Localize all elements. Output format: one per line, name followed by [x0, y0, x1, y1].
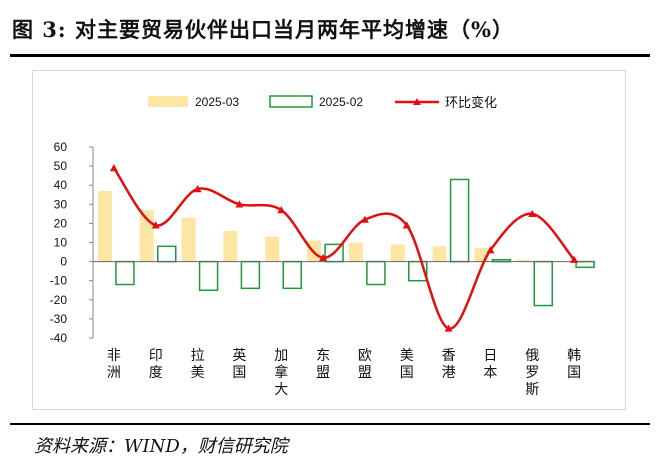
x-category-label: 斯 [525, 382, 539, 398]
bar-2025-03 [97, 190, 112, 262]
chart: 6050403020100-10-20-30-40非洲印度拉美英国加拿大东盟欧盟… [50, 95, 595, 398]
title-rule [10, 54, 650, 57]
y-tick-label: 0 [60, 255, 67, 269]
x-category-label: 盟 [316, 365, 330, 381]
y-tick-label: 10 [54, 236, 68, 250]
y-tick-label: -30 [50, 312, 68, 326]
x-category-label: 洲 [107, 365, 121, 381]
x-category-label: 香 [442, 348, 456, 364]
source-rule [10, 423, 650, 425]
x-category-label: 俄 [525, 348, 539, 364]
bar-2025-03 [181, 217, 196, 262]
line-marker [360, 215, 369, 223]
line-marker [109, 164, 118, 172]
line-marker [235, 200, 244, 208]
x-category-label: 英 [232, 347, 246, 364]
x-category-label: 港 [442, 365, 456, 381]
x-category-label: 加 [274, 348, 288, 364]
legend-label-2025-03: 2025-03 [195, 95, 239, 109]
bar-2025-02 [157, 245, 177, 263]
line-marker [151, 221, 160, 229]
y-tick-label: 40 [54, 178, 68, 192]
bar-2025-03 [432, 246, 447, 262]
x-category-label: 日 [483, 348, 497, 364]
legend-marker-change [413, 98, 421, 105]
line-marker [277, 206, 286, 214]
bar-2025-02 [198, 260, 219, 292]
line-marker [319, 253, 328, 261]
y-tick-label: 60 [54, 140, 68, 154]
legend-swatch-2025-02 [269, 95, 313, 108]
bar-2025-03 [223, 231, 238, 262]
line-marker [193, 185, 202, 193]
x-category-label: 盟 [358, 365, 372, 381]
x-category-label: 罗 [525, 365, 539, 381]
x-category-label: 大 [274, 382, 288, 398]
line-marker [402, 221, 411, 229]
x-category-label: 国 [400, 365, 414, 381]
legend-label-change: 环比变化 [445, 95, 497, 111]
x-category-label: 非 [107, 348, 121, 364]
legend-swatch-2025-03 [148, 96, 188, 107]
source-note: 资料来源：WIND，财信研究院 [34, 436, 288, 457]
x-category-label: 美 [400, 348, 414, 364]
x-category-label: 拉 [191, 348, 205, 364]
bar-2025-02 [115, 260, 135, 286]
bar-2025-03 [390, 244, 405, 262]
x-category-label: 国 [567, 365, 581, 381]
line-marker [486, 246, 495, 254]
bar-2025-03 [516, 259, 531, 262]
bar-2025-02 [366, 260, 386, 286]
x-category-label: 国 [232, 365, 246, 381]
x-category-label: 欧 [358, 348, 372, 364]
line-marker [444, 324, 453, 332]
bar-2025-02 [449, 178, 470, 263]
bar-2025-03 [348, 242, 363, 262]
x-category-label: 韩 [567, 348, 581, 364]
bar-2025-02 [533, 260, 553, 307]
legend-label-2025-02: 2025-02 [319, 95, 363, 109]
chart-panel: 60 50 40 30 20 10 0 -10 -20 -30 -40 非洲印度拉美英国加拿大东盟欧盟… [32, 70, 626, 410]
y-tick-label: 20 [54, 216, 68, 230]
x-category-label: 度 [149, 365, 163, 381]
y-tick-label: -10 [50, 274, 68, 288]
x-category-label: 东 [316, 348, 330, 364]
bar-2025-03 [265, 236, 280, 262]
bar-2025-02 [240, 260, 261, 290]
bar-2025-02 [282, 260, 302, 290]
figure-title: 图 3: 对主要贸易伙伴出口当月两年平均增速（%） [12, 17, 514, 42]
x-category-label: 本 [483, 365, 497, 381]
x-category-label: 美 [191, 365, 205, 381]
line-marker [570, 255, 579, 263]
bar-2025-02 [575, 260, 595, 269]
line-marker [528, 209, 537, 218]
x-category-label: 印 [149, 348, 163, 364]
y-tick-label: 30 [54, 197, 68, 211]
y-tick-label: -40 [50, 331, 68, 345]
y-tick-label: -20 [50, 293, 68, 307]
y-tick-label: 50 [54, 159, 68, 173]
x-category-label: 拿 [274, 364, 288, 381]
